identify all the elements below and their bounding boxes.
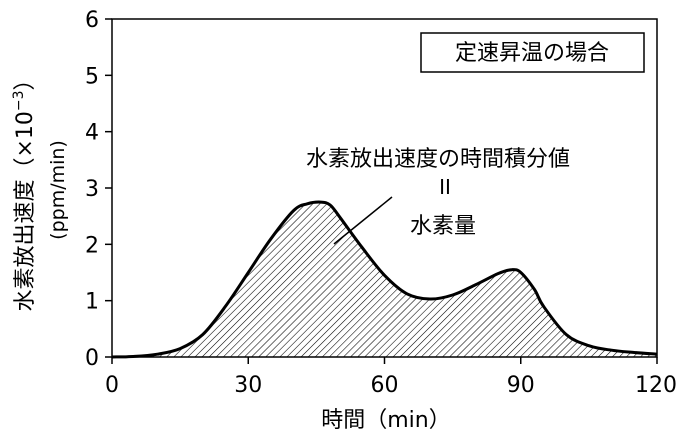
y-tick-label: 1	[85, 290, 99, 315]
hydrogen-release-area	[112, 202, 657, 357]
x-tick-label: 90	[507, 373, 535, 398]
annotation-pointer	[333, 196, 393, 245]
y-axis-label: 水素放出速度（×10−3）	[11, 68, 38, 311]
y-tick-label: 4	[85, 121, 99, 146]
y-axis-label-exponent: −3	[11, 90, 27, 111]
y-axis-ticks: 0 1 2 3 4 5 6	[85, 8, 112, 371]
y-tick-label: 5	[85, 64, 99, 89]
legend-label: 定速昇温の場合	[455, 41, 609, 66]
x-tick-label: 30	[234, 373, 262, 398]
legend-box	[420, 32, 645, 73]
y-axis-unit: (ppm/min)	[47, 140, 69, 240]
annotation-line2: II	[439, 175, 451, 199]
annotation-line3: 水素量	[410, 214, 476, 239]
annotation-line1: 水素放出速度の時間積分値	[306, 147, 570, 172]
x-axis-label: 時間（min）	[321, 408, 451, 432]
y-tick-label: 2	[85, 233, 99, 258]
x-tick-label: 0	[105, 373, 119, 398]
x-axis-ticks: 0 30 60 90 120	[105, 357, 677, 398]
y-tick-label: 3	[85, 177, 99, 202]
y-tick-label: 6	[85, 8, 99, 33]
x-tick-label: 60	[371, 373, 399, 398]
y-axis-label-close: ）	[13, 68, 38, 90]
x-tick-label: 120	[635, 373, 677, 398]
y-tick-label: 0	[85, 346, 99, 371]
y-axis-label-main: 水素放出速度（×10	[13, 111, 38, 311]
hydrogen-release-curve	[111, 200, 658, 359]
